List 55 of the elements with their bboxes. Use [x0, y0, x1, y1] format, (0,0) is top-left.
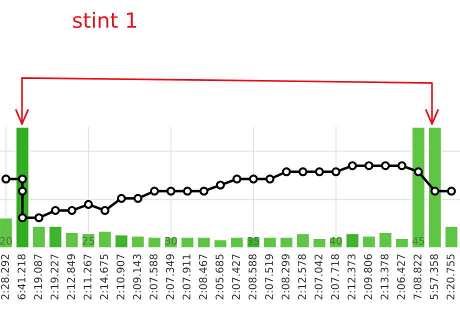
- bar: [114, 234, 129, 248]
- x-tick-label: 2:10.907: [116, 254, 124, 300]
- bar: [378, 232, 393, 248]
- bar: [32, 226, 46, 248]
- x-tick-label: 2:20.755: [446, 254, 454, 300]
- x-tick-label: 2:28.292: [1, 254, 9, 300]
- x-tick-label: 2:05.685: [216, 254, 224, 300]
- x-tick-label: 2:07.718: [331, 254, 339, 300]
- x-tick-label: 2:07.588: [150, 254, 158, 300]
- x-tick-label: 2:19.227: [50, 254, 58, 300]
- x-tick-label: 2:13.378: [380, 254, 388, 300]
- x-tick-label: 2:12.578: [298, 254, 306, 300]
- bar: [0, 217, 14, 248]
- x-tick-label: 2:07.519: [265, 254, 273, 300]
- bar: [444, 226, 459, 248]
- x-tick-label: 2:08.299: [282, 254, 290, 300]
- bar: [262, 236, 278, 248]
- bar: [394, 238, 410, 248]
- bar: [98, 230, 112, 248]
- annotation: 25: [82, 236, 94, 245]
- bar: [428, 127, 442, 248]
- x-tick-label: 2:09.143: [133, 254, 141, 300]
- bar: [213, 238, 228, 248]
- bar: [180, 236, 195, 248]
- x-tick-label: 2:07.349: [166, 254, 174, 300]
- bar: [345, 232, 360, 248]
- x-tick-label: 2:14.675: [100, 254, 108, 300]
- x-tick-label: 6:41.218: [18, 254, 26, 300]
- bar: [196, 236, 212, 248]
- bar: [64, 232, 80, 248]
- bar: [147, 236, 162, 248]
- x-tick-label: 2:07.427: [232, 254, 240, 300]
- x-tick-label: 2:12.849: [67, 254, 75, 300]
- x-tick-label: 2:09.806: [364, 254, 372, 300]
- bar: [230, 236, 244, 248]
- bar: [130, 235, 146, 248]
- x-tick-label: 7:08.822: [414, 254, 422, 300]
- x-tick-label: 2:08.588: [248, 254, 256, 300]
- annotation: 30: [165, 236, 177, 245]
- text: stint 1: [73, 12, 136, 28]
- x-tick-label: 2:19.087: [34, 254, 42, 300]
- bar: [296, 232, 310, 248]
- bar: [312, 238, 327, 248]
- x-tick-label: 2:07.911: [182, 254, 190, 300]
- bar: [411, 127, 426, 248]
- x-tick-label: 5:57.358: [430, 254, 438, 300]
- annotation: 20: [0, 236, 12, 245]
- bar: [279, 236, 294, 248]
- x-tick-label: 2:11.267: [84, 254, 92, 300]
- x-tick-label: 2:07.042: [314, 254, 322, 300]
- bar: [362, 235, 376, 248]
- bar: [48, 226, 63, 248]
- x-tick-label: 2:12.373: [348, 254, 356, 300]
- x-tick-label: 2:08.467: [199, 254, 207, 300]
- x-tick-label: 2:06.427: [397, 254, 405, 300]
